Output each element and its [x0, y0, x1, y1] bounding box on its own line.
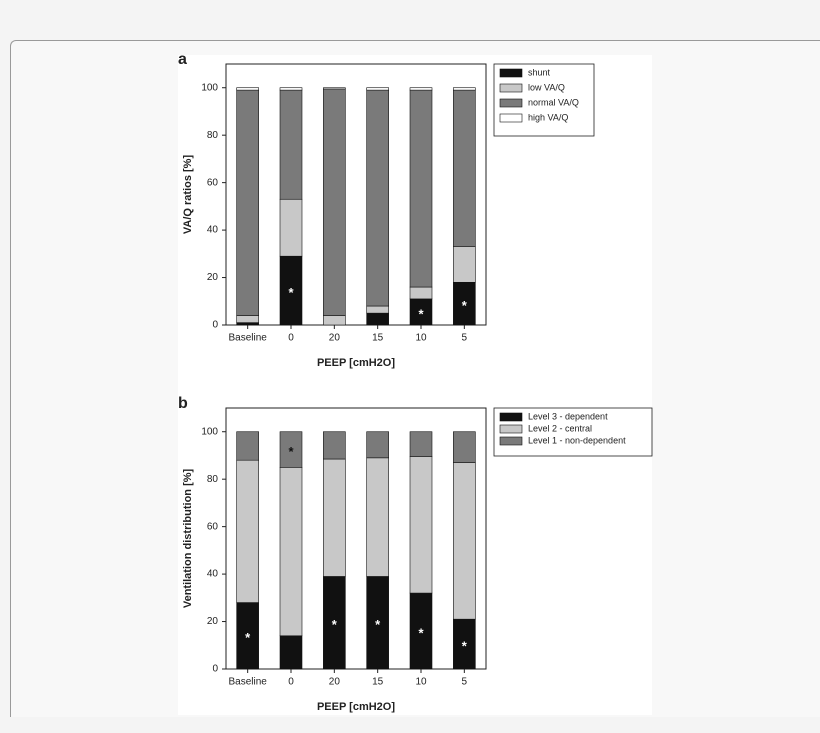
x-tick-label: 20	[329, 333, 341, 344]
legend-label: low VA/Q	[528, 82, 565, 92]
bar-segment	[366, 431, 389, 459]
y-tick-label: 80	[207, 474, 219, 485]
bar-segment	[453, 462, 476, 620]
bar-segment	[279, 635, 303, 670]
y-tick-label: 20	[207, 616, 219, 627]
bar-segment	[236, 315, 259, 323]
bar-segment	[279, 87, 303, 91]
bar-segment	[236, 459, 259, 603]
x-axis-label: PEEP [cmH2O]	[317, 701, 395, 713]
x-tick-label: 20	[329, 677, 341, 688]
legend-swatch	[499, 83, 523, 93]
y-tick-label: 0	[212, 320, 218, 331]
plot-frame	[225, 63, 487, 326]
x-axis-label: PEEP [cmH2O]	[317, 357, 395, 369]
y-tick-label: 40	[207, 225, 219, 236]
bar-segment	[366, 89, 389, 307]
bar-segment	[409, 286, 433, 300]
bar-segment	[366, 87, 389, 91]
x-tick-label: 10	[415, 333, 427, 344]
y-tick-label: 0	[212, 664, 218, 675]
significance-marker: *	[332, 617, 338, 632]
x-tick-label: Baseline	[228, 677, 267, 688]
bar-segment	[323, 431, 346, 460]
significance-marker: *	[288, 285, 294, 300]
significance-marker: *	[462, 298, 468, 313]
legend-swatch	[499, 68, 523, 78]
legend-label: Level 1 - non-dependent	[528, 435, 626, 445]
bar-segment	[279, 89, 303, 200]
bar-segment	[409, 431, 433, 457]
x-tick-label: 5	[462, 333, 468, 344]
bar-segment	[279, 431, 303, 468]
bar-segment	[409, 89, 433, 288]
bar-segment	[409, 456, 433, 594]
bar-segment	[323, 458, 346, 577]
panel-letter: b	[178, 395, 188, 412]
y-tick-label: 20	[207, 272, 219, 283]
legend-swatch	[499, 113, 523, 123]
y-tick-label: 60	[207, 521, 219, 532]
legend-swatch	[499, 412, 523, 422]
y-axis-label: Ventilation distribution [%]	[182, 469, 194, 609]
legend-label: Level 2 - central	[528, 423, 592, 433]
bar-segment	[366, 312, 389, 326]
bar-segment	[366, 457, 389, 577]
x-tick-label: 0	[288, 333, 294, 344]
legend-swatch	[499, 436, 523, 446]
x-tick-label: 0	[288, 677, 294, 688]
panel-letter: a	[178, 51, 187, 68]
bar-segment	[453, 87, 476, 91]
y-axis-label: VA/Q ratios [%]	[182, 155, 194, 235]
bar-segment	[453, 89, 476, 248]
y-tick-label: 80	[207, 130, 219, 141]
bar-segment	[409, 87, 433, 91]
significance-marker: *	[288, 444, 294, 459]
bar-segment	[236, 87, 259, 91]
legend-label: Level 3 - dependent	[528, 411, 608, 421]
bar-segment	[279, 198, 303, 257]
bar-segment	[323, 315, 346, 326]
y-tick-label: 100	[201, 82, 218, 93]
significance-marker: *	[418, 625, 424, 640]
x-tick-label: 5	[462, 677, 468, 688]
legend-label: normal VA/Q	[528, 97, 579, 107]
x-tick-label: 15	[372, 677, 384, 688]
legend-label: high VA/Q	[528, 112, 568, 122]
y-tick-label: 100	[201, 426, 218, 437]
bar-segment	[236, 431, 259, 461]
y-tick-label: 60	[207, 177, 219, 188]
bar-segment	[453, 246, 476, 283]
bar-segment	[236, 89, 259, 316]
bar-segment	[366, 305, 389, 314]
x-tick-label: 15	[372, 333, 384, 344]
legend-swatch	[499, 98, 523, 108]
bar-segment	[236, 322, 259, 326]
bar-segment	[323, 88, 346, 316]
bar-segment	[323, 87, 346, 90]
x-tick-label: Baseline	[228, 333, 267, 344]
significance-marker: *	[462, 639, 468, 654]
significance-marker: *	[245, 630, 251, 645]
bar-segment	[279, 467, 303, 637]
legend-label: shunt	[528, 67, 551, 77]
bar-segment	[453, 431, 476, 463]
x-tick-label: 10	[415, 677, 427, 688]
significance-marker: *	[418, 306, 424, 321]
legend-swatch	[499, 424, 523, 434]
plot-frame	[225, 407, 487, 670]
y-tick-label: 40	[207, 569, 219, 580]
significance-marker: *	[375, 617, 381, 632]
